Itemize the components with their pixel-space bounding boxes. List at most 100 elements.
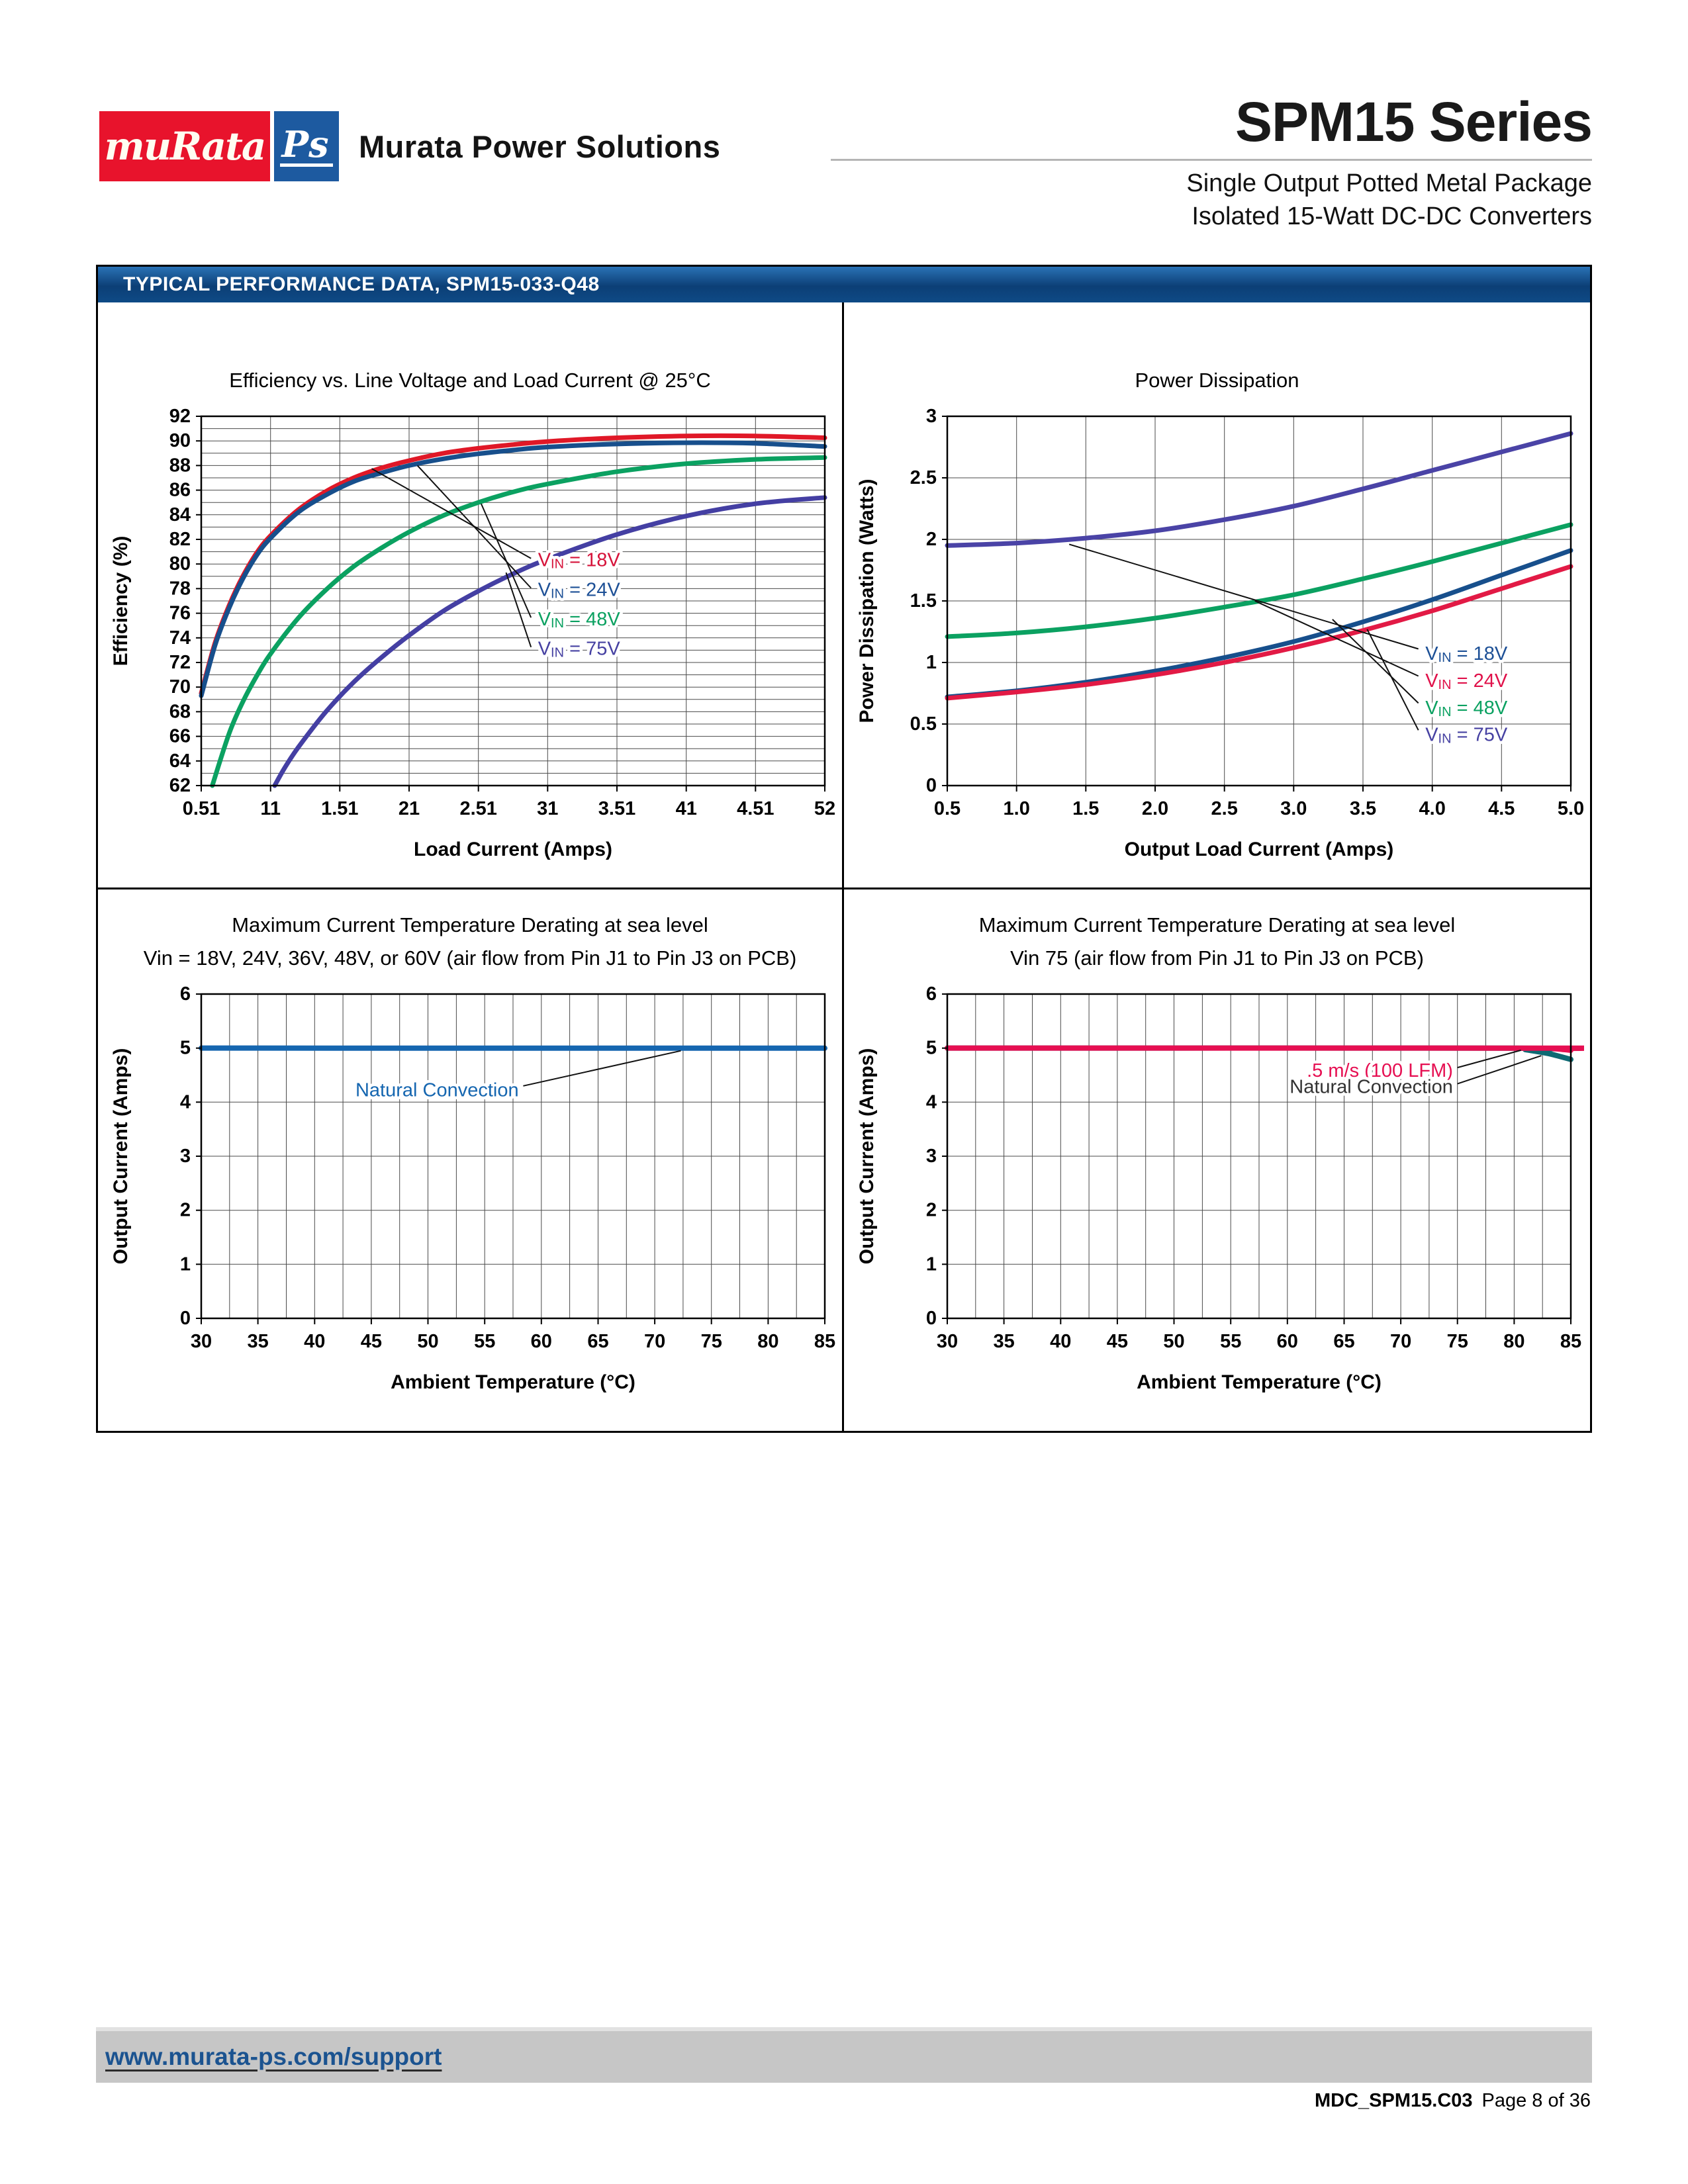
y-tick-label: 0.5 (910, 713, 937, 735)
callout-line (1068, 543, 1419, 650)
callout-line (1366, 629, 1419, 731)
legend-label: VIN = 48V (1425, 698, 1508, 719)
murata-logo-text: muRata (104, 124, 266, 169)
x-tick-label: 55 (1220, 1331, 1241, 1352)
x-axis-label: Load Current (Amps) (414, 839, 612, 860)
murata-logo-red-box: muRata (99, 111, 270, 181)
y-axis-label: Output Current (Amps) (856, 1048, 878, 1265)
murata-logo-ps-box: Ps (274, 111, 339, 181)
power-dissipation-chart: 0.5 1.0 1.5 2.0 2.5 3.0 3.5 4.0 4.5 5.000.511.522… (856, 407, 1584, 860)
performance-data-panel: TYPICAL PERFORMANCE DATA, SPM15-033-Q48 … (96, 265, 1592, 1433)
footer-meta: MDC_SPM15.C03 Page 8 of 36 (1315, 2090, 1591, 2112)
y-tick-label: 1.5 (910, 590, 937, 612)
y-tick-label: 2 (180, 1200, 191, 1221)
y-tick-label: 0 (926, 1308, 937, 1329)
x-tick-label: 4.0 (1419, 798, 1446, 819)
x-tick-label: 52 (814, 798, 835, 819)
brand-name: Murata Power Solutions (359, 128, 721, 164)
x-tick-label: 31 (537, 798, 558, 819)
legend-label: Natural Convection (1289, 1077, 1453, 1098)
x-tick-label: 85 (1560, 1331, 1581, 1352)
support-link[interactable]: www.murata-ps.com/support (105, 2043, 442, 2070)
x-axis-label: Output Load Current (Amps) (1125, 839, 1394, 860)
y-tick-label: 6 (926, 983, 937, 1005)
y-tick-label: 66 (169, 726, 191, 747)
x-tick-label: 40 (304, 1331, 325, 1352)
murata-logo: muRata Ps Murata Power Solutions (99, 111, 720, 181)
y-tick-label: 4 (180, 1091, 191, 1113)
x-tick-label: 41 (676, 798, 697, 819)
callout-line (1254, 600, 1419, 677)
x-tick-label: 3.0 (1280, 798, 1307, 819)
y-tick-label: 80 (169, 553, 191, 574)
section-header-bar: TYPICAL PERFORMANCE DATA, SPM15-033-Q48 (98, 267, 1590, 302)
x-tick-label: 80 (757, 1331, 778, 1352)
y-tick-label: 62 (169, 775, 191, 796)
chart-subtitle-derating-multi-vin: Vin = 18V, 24V, 36V, 48V, or 60V (air fl… (143, 946, 797, 970)
x-tick-label: 2.0 (1142, 798, 1168, 819)
footer-bar: www.murata-ps.com/support (96, 2027, 1592, 2083)
title-block: SPM15 Series Single Output Potted Metal … (831, 91, 1593, 233)
y-tick-label: 76 (169, 603, 191, 624)
curve-vin-18v (945, 564, 1573, 701)
x-tick-label: 45 (1107, 1331, 1128, 1352)
x-tick-label: 45 (361, 1331, 382, 1352)
y-tick-label: 68 (169, 701, 191, 722)
x-tick-label: 30 (191, 1331, 212, 1352)
x-tick-label: 70 (644, 1331, 665, 1352)
ps-logo-text: Ps (280, 126, 333, 167)
y-tick-label: 3 (926, 407, 937, 427)
callout-line (1332, 619, 1419, 704)
y-tick-label: 90 (169, 430, 191, 451)
y-tick-label: 4 (926, 1091, 937, 1113)
x-tick-label: 75 (701, 1331, 722, 1352)
x-tick-label: 2.5 (1211, 798, 1238, 819)
x-tick-label: 75 (1447, 1331, 1468, 1352)
chart-cell-power-dissipation: Power Dissipation 0.5 1.0 1.5 2.0 2.5 3.0 3.5 4… (844, 302, 1590, 889)
chart-cell-derating-vin75: Maximum Current Temperature Derating at … (844, 889, 1590, 1431)
callout-line (505, 572, 532, 648)
x-tick-label: 1.0 (1004, 798, 1030, 819)
y-tick-label: 2.5 (910, 467, 937, 488)
curve-5-m-s-100-lfm (945, 1045, 1584, 1053)
y-tick-label: 1 (180, 1253, 191, 1275)
y-tick-label: 82 (169, 529, 191, 550)
x-tick-label: 11 (260, 798, 281, 819)
curve-vin-24v (199, 440, 827, 698)
legend-label: VIN = 75V (538, 639, 621, 660)
callout-line (371, 468, 532, 559)
y-tick-label: 88 (169, 455, 191, 476)
x-tick-label: 2.51 (459, 798, 496, 819)
x-tick-label: 0.51 (183, 798, 220, 819)
chart-title-power-dissipation: Power Dissipation (1135, 369, 1299, 392)
y-tick-label: 3 (926, 1146, 937, 1167)
x-tick-label: 60 (531, 1331, 552, 1352)
y-axis-label: Power Dissipation (Watts) (856, 479, 878, 723)
chart-grid: Efficiency vs. Line Voltage and Load Cur… (98, 302, 1590, 1431)
legend-label: VIN = 24V (538, 579, 621, 601)
legend-label: Natural Convection (355, 1079, 519, 1101)
page-title: SPM15 Series (1235, 91, 1593, 153)
y-tick-label: 5 (926, 1038, 937, 1059)
callout-line (1457, 1049, 1521, 1069)
x-tick-label: 3.51 (598, 798, 635, 819)
x-axis-label: Ambient Temperature (°C) (391, 1371, 635, 1393)
x-axis-label: Ambient Temperature (°C) (1137, 1371, 1382, 1393)
x-tick-label: 5.0 (1558, 798, 1584, 819)
callout-line (416, 465, 532, 589)
y-axis-label: Output Current (Amps) (110, 1048, 132, 1265)
y-tick-label: 78 (169, 578, 191, 599)
legend-label: VIN = 18V (538, 550, 621, 572)
legend-label: .5 m/s (100 LFM) (1307, 1060, 1453, 1081)
x-tick-label: 70 (1390, 1331, 1411, 1352)
callout-line (1457, 1055, 1542, 1085)
chart-title-derating-multi-vin: Maximum Current Temperature Derating at … (232, 913, 708, 936)
y-tick-label: 5 (180, 1038, 191, 1059)
x-tick-label: 55 (474, 1331, 495, 1352)
y-tick-label: 2 (926, 529, 937, 550)
y-tick-label: 0 (926, 775, 937, 796)
x-tick-label: 3.5 (1350, 798, 1376, 819)
x-tick-label: 50 (1163, 1331, 1184, 1352)
y-tick-label: 70 (169, 676, 191, 698)
